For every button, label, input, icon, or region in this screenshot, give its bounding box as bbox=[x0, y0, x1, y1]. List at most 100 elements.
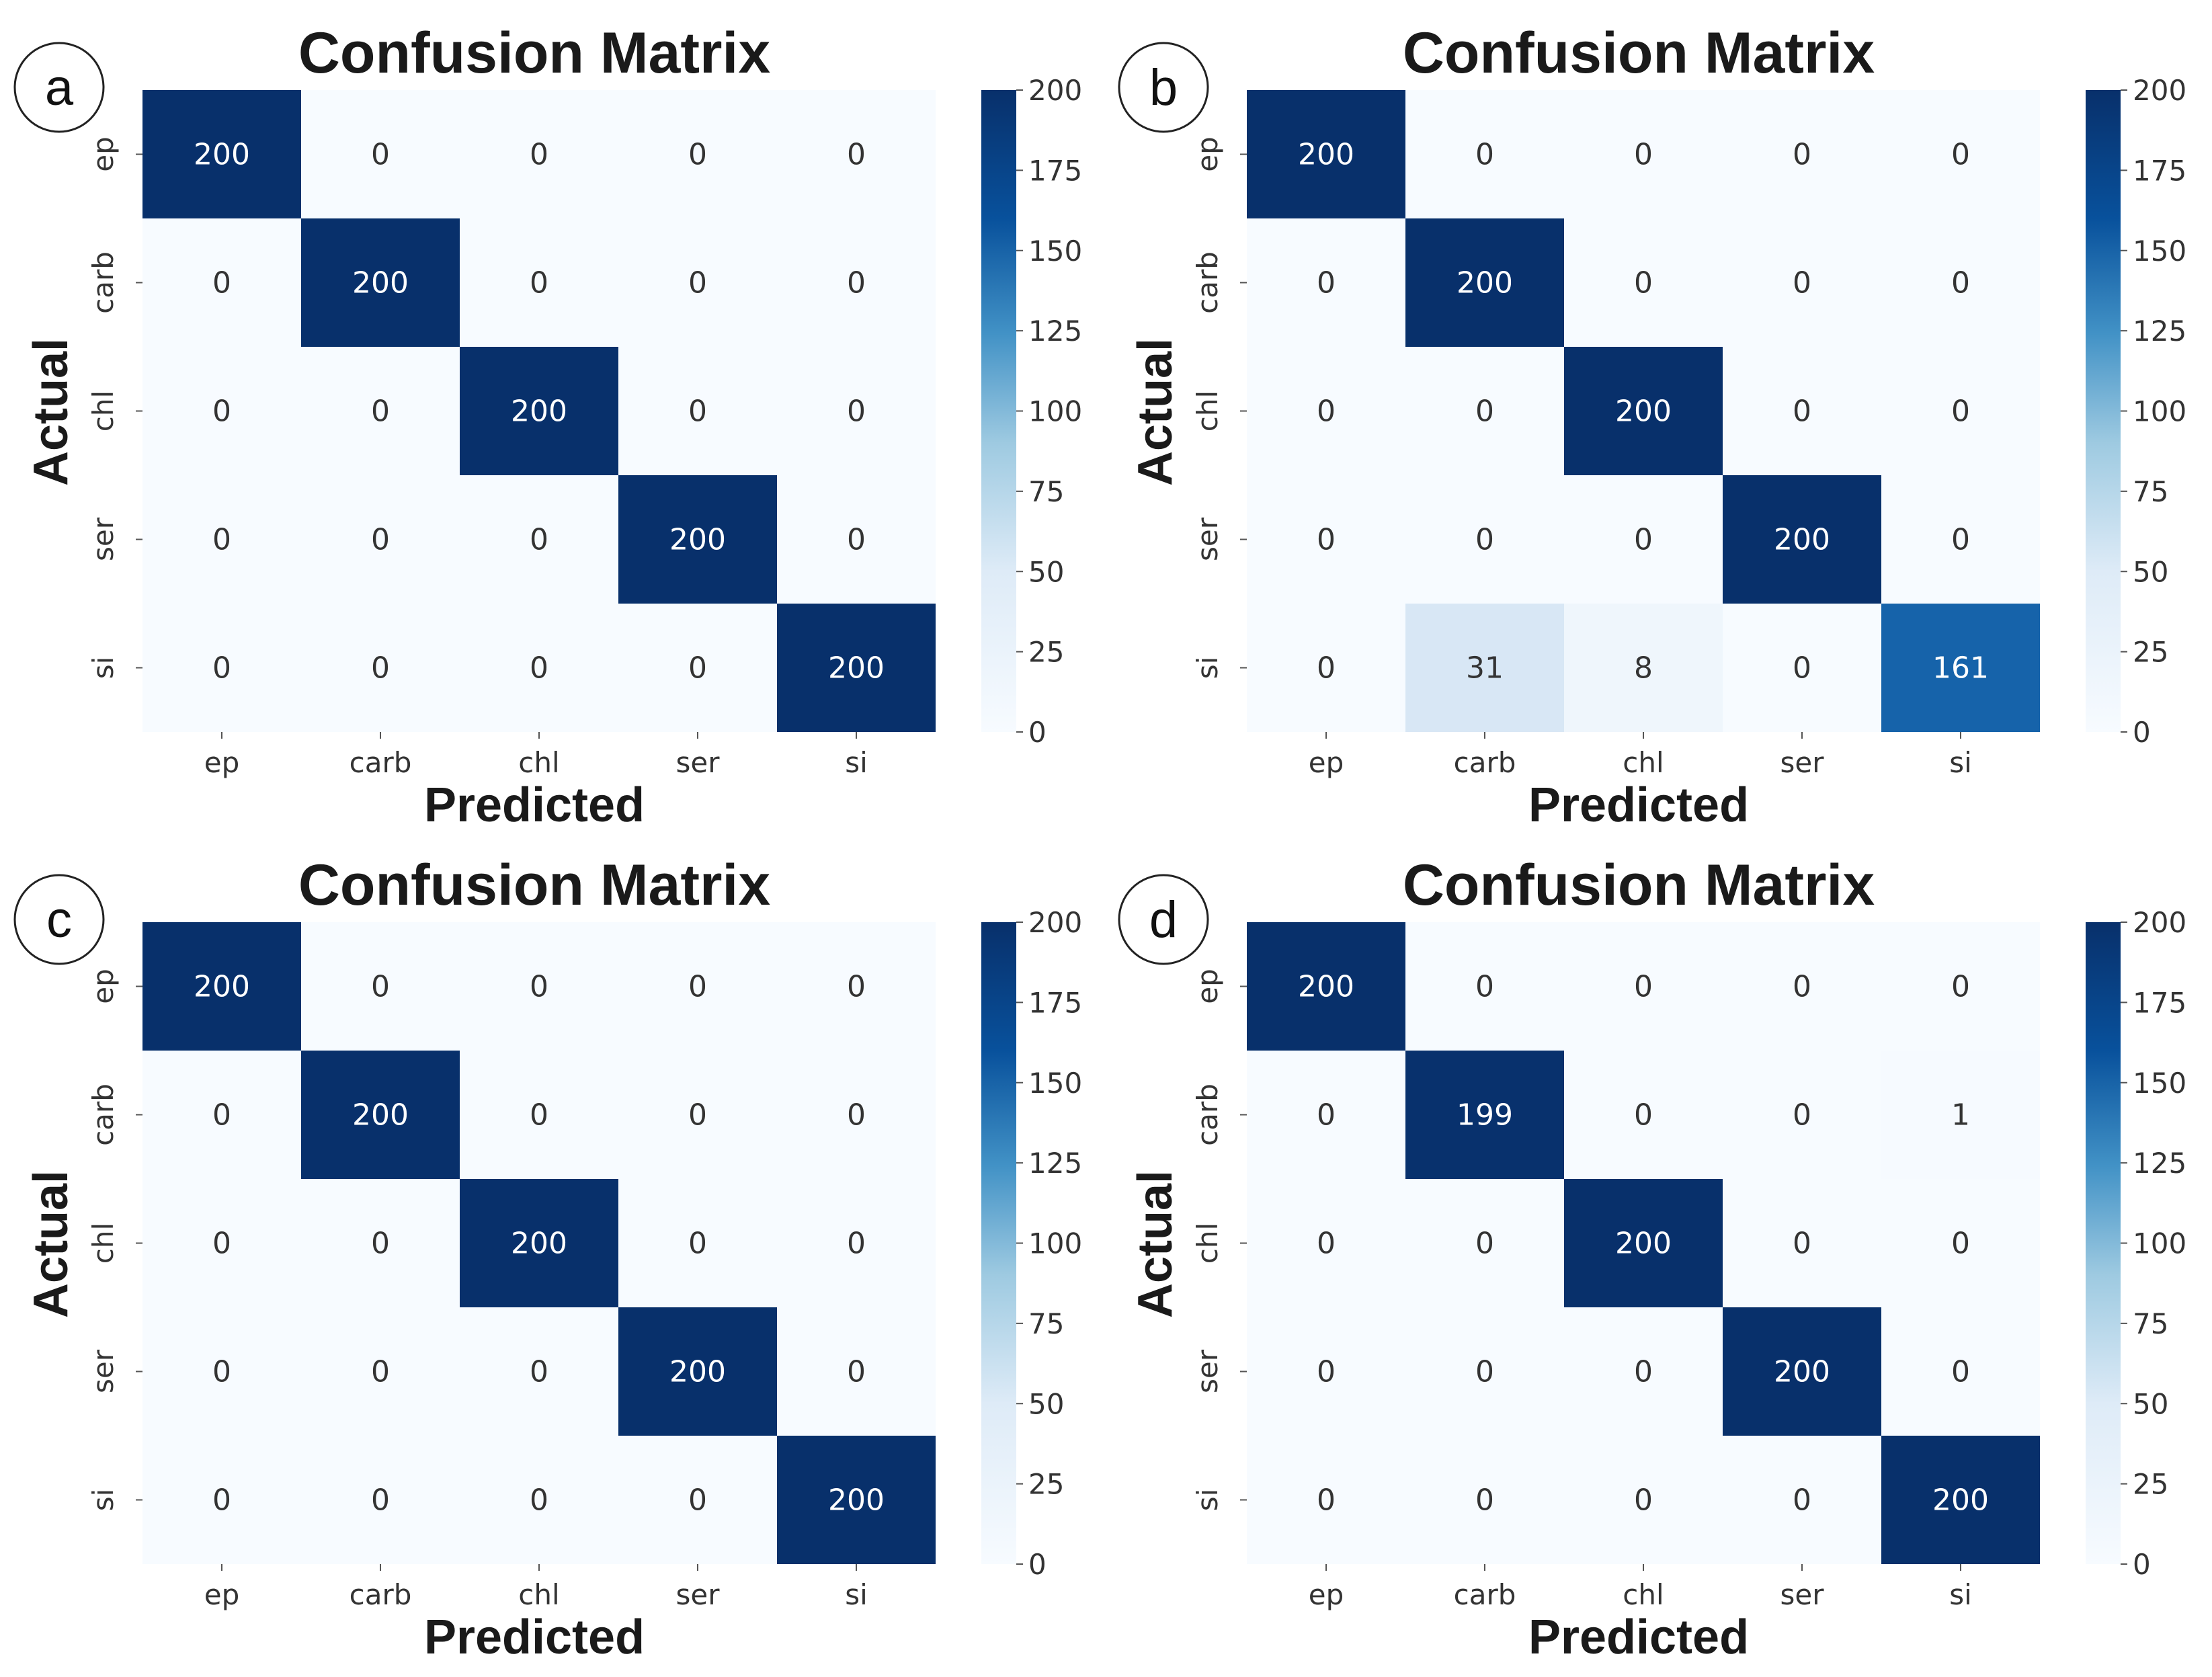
cell-ep-chl bbox=[460, 922, 618, 1051]
cell-value-si-ep: 0 bbox=[1317, 1483, 1336, 1518]
colorbar-tick-50: 50 bbox=[2133, 1387, 2168, 1420]
cell-ep-chl bbox=[1564, 90, 1723, 218]
colorbar-tick-75: 75 bbox=[1028, 1307, 1064, 1340]
cell-value-ser-ep: 0 bbox=[212, 523, 231, 557]
colorbar-tick-175: 175 bbox=[1028, 154, 1082, 187]
y-axis-label: Actual bbox=[1129, 1170, 1182, 1318]
panel-letter: b bbox=[1149, 59, 1178, 116]
y-tick-label-ep: ep bbox=[1191, 969, 1224, 1004]
colorbar-tick-150: 150 bbox=[1028, 1067, 1082, 1100]
y-tick-label-si: si bbox=[1191, 1489, 1224, 1512]
cell-carb-chl bbox=[1564, 218, 1723, 347]
cell-value-ser-carb: 0 bbox=[1475, 523, 1494, 557]
cell-value-ser-si: 0 bbox=[847, 523, 866, 557]
colorbar-tick-50: 50 bbox=[1028, 1387, 1064, 1420]
chart-title: Confusion Matrix bbox=[298, 21, 770, 85]
cell-si-si bbox=[1881, 1436, 2040, 1564]
cell-ep-si bbox=[1881, 922, 2040, 1051]
cell-chl-si bbox=[1881, 1179, 2040, 1307]
y-tick-label-chl: chl bbox=[1191, 391, 1224, 432]
x-tick-label-ep: ep bbox=[204, 746, 240, 779]
colorbar-tick-175: 175 bbox=[2133, 154, 2186, 187]
x-axis-label: Predicted bbox=[424, 778, 645, 832]
cell-ep-si bbox=[1881, 90, 2040, 218]
cell-chl-ser bbox=[618, 347, 777, 475]
colorbar-tick-150: 150 bbox=[2133, 235, 2186, 268]
cell-value-si-ser: 0 bbox=[688, 651, 707, 686]
panel-letter-circle bbox=[13, 42, 105, 133]
y-tick-label-ser: ser bbox=[87, 1349, 120, 1393]
cell-ep-ser bbox=[1723, 90, 1881, 218]
cell-value-chl-ser: 0 bbox=[1793, 1227, 1811, 1261]
x-tick-label-ep: ep bbox=[1309, 1578, 1344, 1611]
cell-value-carb-carb: 200 bbox=[1457, 266, 1513, 300]
cell-carb-ep bbox=[1247, 1051, 1405, 1179]
cell-si-si bbox=[777, 604, 936, 732]
cell-value-ep-carb: 0 bbox=[371, 970, 390, 1004]
cell-si-ep bbox=[142, 1436, 301, 1564]
colorbar-tick-125: 125 bbox=[2133, 315, 2186, 347]
cell-value-chl-chl: 200 bbox=[1615, 395, 1672, 429]
cell-value-ser-si: 0 bbox=[1951, 1355, 1970, 1389]
cell-value-ep-chl: 0 bbox=[530, 970, 548, 1004]
cell-si-carb bbox=[301, 1436, 460, 1564]
colorbar-tick-200: 200 bbox=[1028, 74, 1082, 107]
cell-value-ser-si: 0 bbox=[847, 1355, 866, 1389]
cell-ser-chl bbox=[460, 1307, 618, 1436]
cell-si-carb bbox=[301, 604, 460, 732]
cell-ser-si bbox=[1881, 475, 2040, 604]
cell-value-carb-chl: 0 bbox=[530, 1098, 548, 1133]
colorbar-tick-125: 125 bbox=[1028, 1147, 1082, 1180]
x-tick-label-si: si bbox=[845, 746, 868, 779]
cell-ser-carb bbox=[301, 475, 460, 604]
cell-carb-carb bbox=[301, 1051, 460, 1179]
cell-ep-ser bbox=[618, 90, 777, 218]
cell-chl-carb bbox=[301, 1179, 460, 1307]
cell-si-ser bbox=[618, 1436, 777, 1564]
cell-value-si-si: 161 bbox=[1932, 651, 1989, 686]
panel-letter: a bbox=[45, 59, 74, 116]
cell-value-chl-si: 0 bbox=[847, 395, 866, 429]
cell-value-carb-carb: 199 bbox=[1457, 1098, 1513, 1133]
cell-value-carb-si: 0 bbox=[847, 266, 866, 300]
x-axis-label: Predicted bbox=[424, 1610, 645, 1664]
cell-chl-carb bbox=[1405, 1179, 1564, 1307]
cell-value-ep-ep: 200 bbox=[194, 970, 250, 1004]
cell-ser-chl bbox=[460, 475, 618, 604]
colorbar-tick-150: 150 bbox=[2133, 1067, 2186, 1100]
cell-si-chl bbox=[1564, 1436, 1723, 1564]
y-tick-label-chl: chl bbox=[87, 1223, 120, 1264]
cell-carb-chl bbox=[1564, 1051, 1723, 1179]
cell-value-chl-carb: 0 bbox=[1475, 395, 1494, 429]
colorbar-tick-0: 0 bbox=[1028, 1548, 1047, 1581]
cell-chl-ser bbox=[618, 1179, 777, 1307]
y-tick-label-carb: carb bbox=[1191, 251, 1224, 314]
cell-value-chl-si: 0 bbox=[1951, 1227, 1970, 1261]
x-tick-label-carb: carb bbox=[1454, 746, 1516, 779]
cell-ser-ep bbox=[1247, 1307, 1405, 1436]
cell-carb-ep bbox=[1247, 218, 1405, 347]
x-tick-label-si: si bbox=[845, 1578, 868, 1611]
x-tick-label-ep: ep bbox=[204, 1578, 240, 1611]
panel-b: b Confusion Matrix 200 0 0 0 0 0 200 0 0 0 0 0 200 0 0 0 0… bbox=[1118, 21, 2186, 832]
y-tick-label-chl: chl bbox=[87, 391, 120, 432]
cell-chl-chl bbox=[1564, 347, 1723, 475]
x-tick-label-chl: chl bbox=[518, 746, 559, 779]
cell-chl-chl bbox=[460, 1179, 618, 1307]
cell-chl-chl bbox=[460, 347, 618, 475]
cell-carb-carb bbox=[1405, 218, 1564, 347]
cell-value-ep-chl: 0 bbox=[1634, 138, 1653, 172]
cell-chl-chl bbox=[1564, 1179, 1723, 1307]
cell-si-ser bbox=[1723, 604, 1881, 732]
cell-value-carb-si: 1 bbox=[1951, 1098, 1970, 1133]
y-axis-label: Actual bbox=[24, 1170, 78, 1318]
cell-carb-chl bbox=[460, 218, 618, 347]
cell-value-si-si: 200 bbox=[828, 1483, 885, 1518]
colorbar bbox=[2086, 90, 2121, 732]
panel-letter: d bbox=[1149, 891, 1178, 948]
cell-value-carb-ser: 0 bbox=[1793, 266, 1811, 300]
cell-value-carb-ser: 0 bbox=[688, 1098, 707, 1133]
cell-value-ep-ep: 200 bbox=[1298, 138, 1354, 172]
